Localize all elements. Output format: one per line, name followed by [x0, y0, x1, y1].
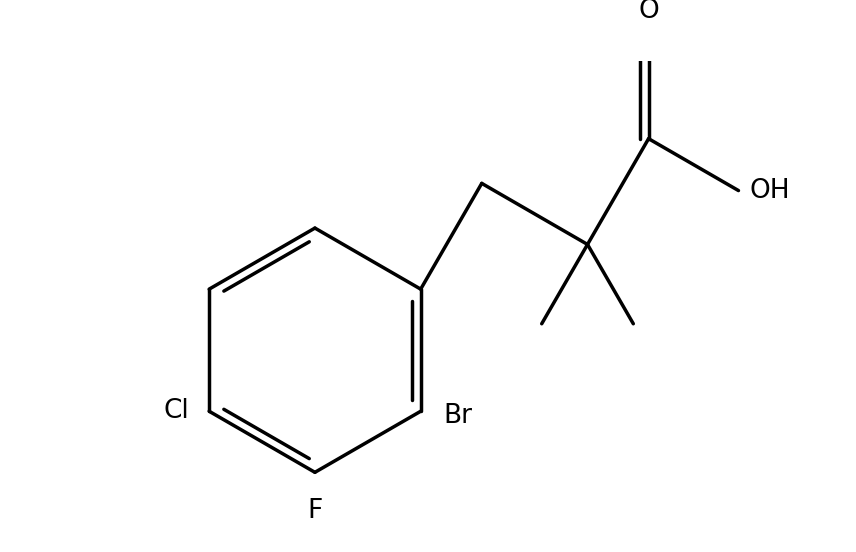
Text: O: O [639, 0, 659, 24]
Text: OH: OH [749, 178, 790, 204]
Text: Cl: Cl [163, 398, 189, 424]
Text: F: F [307, 498, 323, 524]
Text: Br: Br [443, 403, 473, 429]
